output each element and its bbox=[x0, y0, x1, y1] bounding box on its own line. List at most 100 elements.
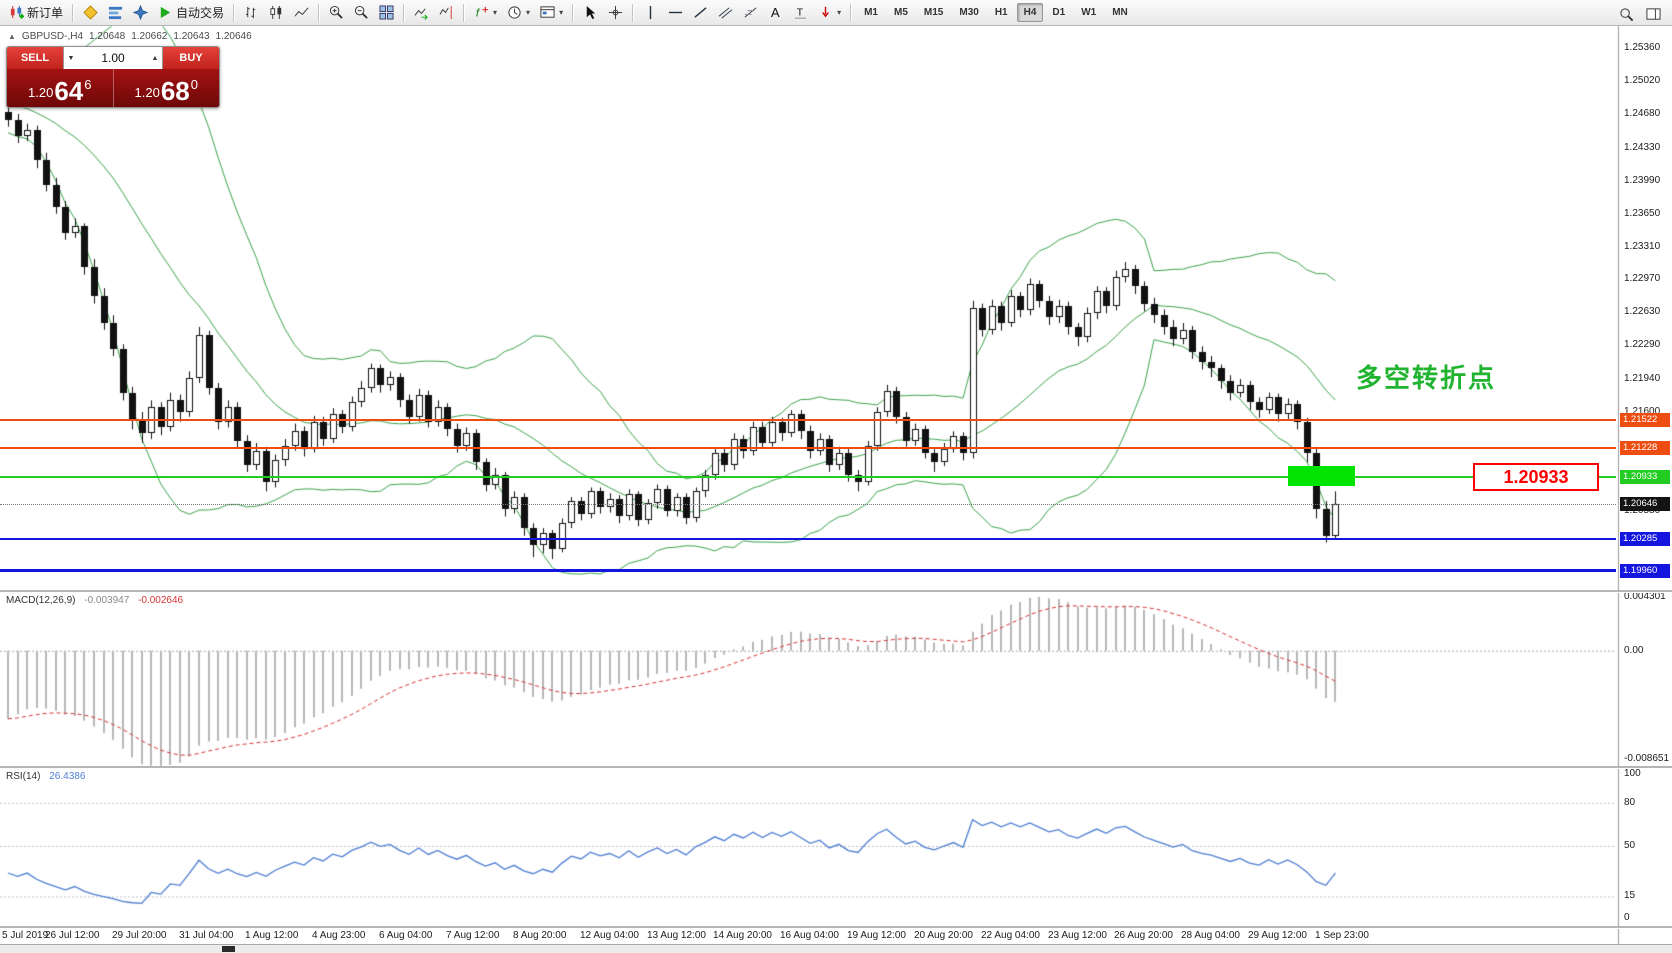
rsi-title: RSI(14) bbox=[6, 771, 41, 782]
timeframe-mn-button[interactable]: MN bbox=[1112, 7, 1128, 18]
volume-field[interactable]: ▼ 1.00 ▲ bbox=[63, 47, 163, 69]
new-order-button-label: 新订单 bbox=[27, 6, 64, 20]
search-button[interactable] bbox=[1614, 2, 1639, 26]
macd-axis-label: -0.008651 bbox=[1624, 753, 1670, 765]
crosshair-button[interactable] bbox=[603, 1, 628, 25]
text-label-button[interactable]: T bbox=[788, 1, 813, 25]
panels-button[interactable] bbox=[1641, 2, 1666, 26]
time-axis-label: 12 Aug 04:00 bbox=[580, 930, 639, 941]
pane-separator-rsi[interactable] bbox=[0, 766, 1672, 769]
market-watch-button[interactable] bbox=[103, 1, 128, 25]
price-axis-label: 1.23990 bbox=[1624, 174, 1661, 186]
timeframe-h4-button[interactable]: H4 bbox=[1016, 3, 1044, 22]
volume-decrement-button[interactable]: ▼ bbox=[67, 54, 75, 62]
current-price-line bbox=[0, 504, 1616, 506]
chart-annotation-text[interactable]: 多空转折点 bbox=[1356, 363, 1497, 393]
time-axis-label: 6 Aug 04:00 bbox=[379, 930, 433, 941]
auto-scroll-button[interactable] bbox=[409, 1, 434, 25]
dropdown-caret-icon: ▾ bbox=[837, 8, 842, 17]
metaeditor-button[interactable] bbox=[78, 1, 103, 25]
support-line-2[interactable] bbox=[0, 569, 1616, 573]
chart-shift-button[interactable] bbox=[434, 1, 459, 25]
scrollbar-thumb[interactable] bbox=[222, 946, 235, 952]
text-button[interactable]: A bbox=[763, 1, 788, 25]
periods-button[interactable]: ▾ bbox=[502, 1, 535, 25]
bar-chart-button[interactable] bbox=[239, 1, 264, 25]
price-axis-label: 1.22630 bbox=[1624, 306, 1661, 318]
rsi-axis-label: 80 bbox=[1624, 796, 1636, 808]
timeframe-d1-button[interactable]: D1 bbox=[1052, 7, 1066, 18]
text-label-icon: T bbox=[793, 5, 808, 20]
toolbar-separator bbox=[233, 3, 236, 22]
price-axis-label: 1.22290 bbox=[1624, 339, 1661, 351]
price-axis-label: 1.21600 bbox=[1624, 405, 1661, 417]
toolbar-separator bbox=[572, 3, 575, 22]
fibonacci-button[interactable] bbox=[738, 1, 763, 25]
toolbar-separator bbox=[72, 3, 75, 22]
time-axis-label: 20 Aug 20:00 bbox=[914, 930, 973, 941]
volume-increment-button[interactable]: ▲ bbox=[151, 54, 159, 62]
resistance-line-1-badge: 1.21522 bbox=[1620, 412, 1670, 427]
line-chart-button[interactable] bbox=[289, 1, 314, 25]
pivot-line[interactable] bbox=[0, 475, 1616, 478]
timeframe-m1-button[interactable]: M1 bbox=[864, 7, 878, 18]
tile-windows-button[interactable] bbox=[374, 1, 399, 25]
price-axis-label: 1.24680 bbox=[1624, 108, 1661, 120]
zoom-out-icon bbox=[354, 5, 369, 20]
new-order-button[interactable]: 新订单 bbox=[4, 1, 68, 25]
template-icon bbox=[540, 5, 555, 20]
toolbar-separator bbox=[318, 3, 321, 22]
symbol-info: ▲ GBPUSD-,H4 1.20648 1.20662 1.20643 1.2… bbox=[8, 31, 252, 42]
volume-value[interactable]: 1.00 bbox=[101, 51, 125, 65]
timeframe-w1-button[interactable]: W1 bbox=[1081, 7, 1097, 18]
buy-button[interactable]: BUY bbox=[163, 47, 219, 69]
candlestick-chart-button[interactable] bbox=[264, 1, 289, 25]
arrows-button[interactable]: ▾ bbox=[813, 1, 846, 25]
equidistant-channel-button[interactable] bbox=[713, 1, 738, 25]
dropdown-caret-icon: ▾ bbox=[493, 8, 498, 17]
time-axis-label: 1 Aug 12:00 bbox=[245, 930, 299, 941]
timeframe-m15-button[interactable]: M15 bbox=[923, 7, 944, 18]
navigator-button[interactable] bbox=[128, 1, 153, 25]
support-line-1[interactable] bbox=[0, 538, 1616, 541]
sell-button[interactable]: SELL bbox=[7, 47, 63, 69]
timeframe-m30-button[interactable]: M30 bbox=[959, 7, 979, 18]
buy-price-pips: 68 bbox=[160, 76, 190, 106]
horizontal-line-button[interactable] bbox=[663, 1, 688, 25]
price-axis-label: 1.25360 bbox=[1624, 42, 1661, 54]
time-axis-label: 13 Aug 12:00 bbox=[647, 930, 706, 941]
fibonacci-icon bbox=[743, 5, 758, 20]
price-axis-label: 1.24330 bbox=[1624, 141, 1661, 153]
timeframe-m5-button[interactable]: M5 bbox=[894, 7, 908, 18]
sell-price-pips: 64 bbox=[54, 76, 84, 106]
zoom-out-button[interactable] bbox=[349, 1, 374, 25]
vertical-line-button[interactable] bbox=[638, 1, 663, 25]
templates-button[interactable]: ▾ bbox=[535, 1, 568, 25]
highlight-rectangle[interactable] bbox=[1288, 466, 1355, 486]
macd-title: MACD(12,26,9) bbox=[6, 595, 76, 606]
zoom-in-button[interactable] bbox=[324, 1, 349, 25]
trendline-icon bbox=[693, 5, 708, 20]
cursor-button[interactable] bbox=[578, 1, 603, 25]
timeframe-h1-button[interactable]: H1 bbox=[994, 7, 1008, 18]
buy-price[interactable]: 1.20 68 0 bbox=[114, 69, 220, 107]
time-axis-label: 22 Aug 04:00 bbox=[981, 930, 1040, 941]
price-axis-label: 1.23650 bbox=[1624, 207, 1661, 219]
time-axis-label: 29 Jul 20:00 bbox=[112, 930, 167, 941]
resistance-line-1[interactable] bbox=[0, 418, 1616, 421]
time-axis-label: 14 Aug 20:00 bbox=[713, 930, 772, 941]
support-line-1-badge: 1.20285 bbox=[1620, 532, 1670, 547]
horizontal-scrollbar[interactable] bbox=[0, 944, 1672, 953]
dropdown-caret-icon: ▾ bbox=[526, 8, 531, 17]
autotrading-button[interactable]: 自动交易 bbox=[153, 1, 229, 25]
toolbar-separator bbox=[850, 3, 853, 22]
pivot-price-label[interactable]: 1.20933 bbox=[1473, 463, 1599, 491]
indicators-button[interactable]: f ▾ bbox=[469, 1, 502, 25]
toolbar-separator bbox=[403, 3, 406, 22]
one-click-panel-toggle-icon[interactable]: ▲ bbox=[8, 32, 16, 41]
trendline-button[interactable] bbox=[688, 1, 713, 25]
resistance-line-2[interactable] bbox=[0, 446, 1616, 449]
pivot-line-badge: 1.20933 bbox=[1620, 469, 1670, 484]
pane-separator-macd[interactable] bbox=[0, 590, 1672, 593]
sell-price[interactable]: 1.20 64 6 bbox=[7, 69, 114, 107]
